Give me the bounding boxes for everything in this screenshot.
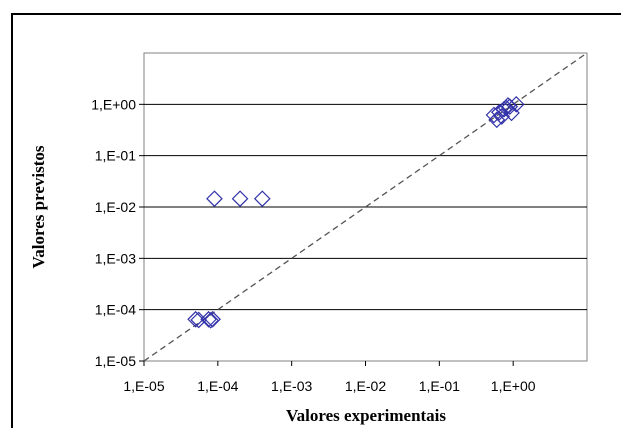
y-tick-label-4: 1,E-01 bbox=[95, 148, 136, 164]
x-axis-ticks: 1,E-05 1,E-04 1,E-03 1,E-02 1,E-01 1,E+00 bbox=[123, 361, 535, 394]
y-axis-ticks: 1,E-05 1,E-04 1,E-03 1,E-02 1,E-01 1,E+00 bbox=[91, 96, 144, 369]
y-tick-label-0: 1,E-05 bbox=[95, 353, 136, 369]
x-tick-label-3: 1,E-02 bbox=[345, 378, 386, 394]
y-tick-label-2: 1,E-03 bbox=[95, 250, 136, 266]
y-axis-title: Valores previstos bbox=[29, 145, 48, 268]
x-tick-label-5: 1,E+00 bbox=[491, 378, 536, 394]
x-tick-label-1: 1,E-04 bbox=[197, 378, 238, 394]
y-tick-label-1: 1,E-04 bbox=[95, 302, 136, 318]
x-axis-title: Valores experimentais bbox=[286, 406, 446, 425]
x-tick-label-4: 1,E-01 bbox=[419, 378, 460, 394]
y-tick-label-3: 1,E-02 bbox=[95, 199, 136, 215]
y-tick-label-5: 1,E+00 bbox=[91, 96, 136, 112]
x-tick-label-0: 1,E-05 bbox=[123, 378, 164, 394]
x-tick-label-2: 1,E-03 bbox=[271, 378, 312, 394]
